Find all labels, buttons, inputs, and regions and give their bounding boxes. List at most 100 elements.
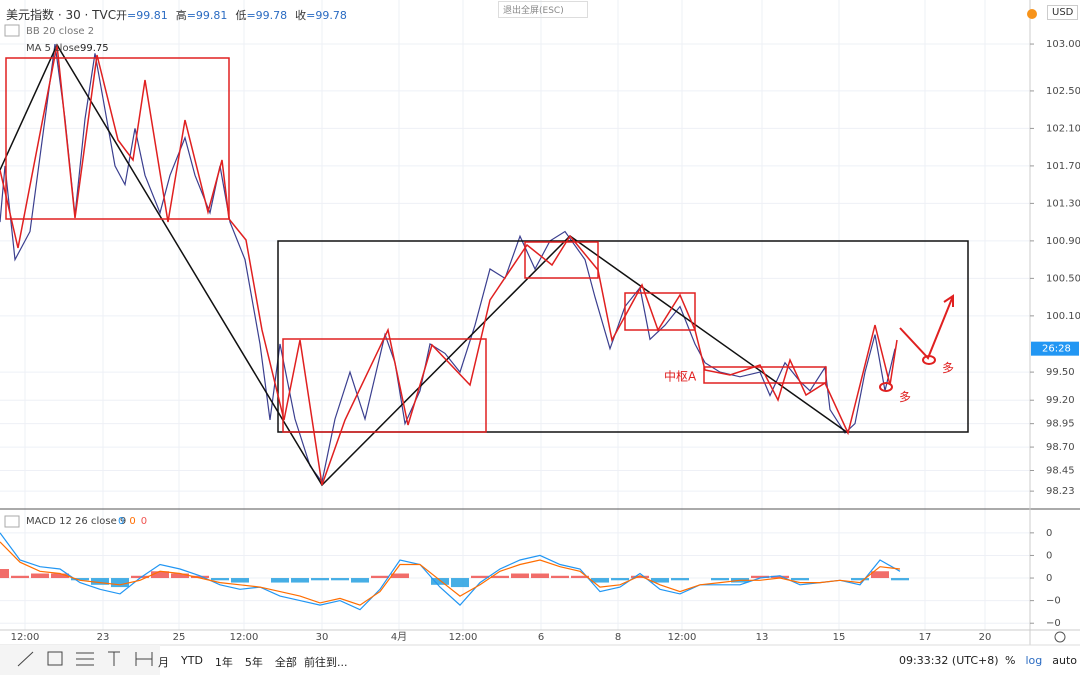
scale-option[interactable]: log — [1025, 654, 1043, 667]
countdown: 26:28 — [1042, 344, 1071, 355]
range-button[interactable]: 月 — [158, 656, 169, 669]
ohlc-item: 收=99.78 — [295, 7, 347, 23]
range-buttons: 月 YTD 1年 5年 全部 — [158, 654, 297, 670]
y-tick-label: 101.70 — [1046, 161, 1080, 172]
grid — [0, 0, 1030, 630]
histogram-bar — [751, 575, 769, 579]
y-tick-label: 103.00 — [1046, 39, 1080, 50]
histogram-bar — [491, 575, 509, 579]
histogram-bar — [91, 578, 109, 585]
ma-study: MA 5 close — [26, 43, 80, 54]
drawings — [0, 43, 969, 487]
histogram-bar — [551, 575, 569, 579]
ohlc: 开=99.81 高=99.81 低=99.78 收=99.78 — [116, 7, 347, 23]
x-tick-label: 4月 — [391, 631, 407, 643]
scale-options: % log auto — [1005, 654, 1077, 667]
annotation: 多 — [942, 361, 954, 375]
histogram-bar — [771, 575, 789, 579]
histogram-bar — [431, 578, 449, 585]
drawing-tools — [0, 645, 160, 675]
series-line — [0, 541, 901, 606]
histogram-bar — [331, 578, 349, 581]
y-tick-label: 98.23 — [1046, 486, 1075, 497]
tool-line[interactable] — [17, 651, 34, 667]
ma-value: 99.75 — [80, 43, 109, 54]
tool-rect[interactable] — [47, 651, 63, 666]
range-button[interactable]: 1年 — [214, 656, 233, 669]
y-tick-label: −0 — [1046, 618, 1061, 629]
axes: 103.00 102.50 102.10 101.70 101.30 100.90 100.… — [11, 39, 1080, 643]
y-tick-label: 101.30 — [1046, 198, 1080, 209]
annotation: 多 — [899, 390, 911, 404]
scale-option[interactable]: % — [1005, 654, 1016, 667]
histogram-bar — [391, 573, 409, 579]
x-tick-label: 20 — [979, 632, 992, 643]
y-tick-label: 0 — [1046, 573, 1052, 584]
tool-measure[interactable] — [135, 652, 153, 666]
x-tick-label: 12:00 — [668, 632, 697, 643]
range-button[interactable]: 全部 — [274, 656, 297, 669]
y-tick-label: 102.10 — [1046, 123, 1080, 134]
y-tick-label: 100.10 — [1046, 311, 1080, 322]
histogram-bar — [131, 575, 149, 579]
annotation: 中枢A — [664, 368, 697, 383]
settings-icon[interactable] — [1054, 631, 1066, 643]
y-tick-label: 98.45 — [1046, 466, 1075, 477]
histogram-bar — [211, 578, 229, 581]
histogram-bar — [231, 578, 249, 583]
range-button[interactable]: 5年 — [244, 656, 263, 669]
price-label-bg — [1031, 341, 1079, 356]
red-arrow — [899, 295, 954, 360]
range-button[interactable]: YTD — [181, 654, 203, 667]
histogram-bar — [651, 578, 669, 583]
histogram-bar — [711, 578, 729, 581]
macd-study: MACD 12 26 close 9 — [26, 516, 127, 527]
collapse-btn[interactable] — [4, 24, 20, 37]
ohlc-value: =99.78 — [306, 9, 347, 22]
clock: 09:33:32 (UTC+8) — [899, 654, 999, 667]
red-box — [624, 292, 696, 331]
histogram-bar — [271, 578, 289, 583]
red-circle — [922, 355, 936, 365]
bb-study: BB 20 close 2 — [26, 26, 95, 37]
tool-bg — [0, 645, 160, 675]
ohlc-item: 低=99.78 — [235, 7, 287, 23]
exit-fullscreen[interactable]: 退出全屏(ESC) — [498, 1, 588, 18]
histogram-bar — [631, 575, 649, 579]
ohlc-value: =99.78 — [246, 9, 288, 22]
histogram-bar — [0, 569, 9, 579]
x-tick-label: 25 — [173, 632, 186, 643]
y-tick-label: −0 — [1046, 596, 1061, 607]
tool-fib[interactable] — [76, 652, 94, 666]
goto[interactable]: 前往到... — [304, 656, 348, 669]
collapse-btn[interactable] — [4, 515, 20, 528]
y-tick-label: 100.90 — [1046, 236, 1080, 247]
x-tick-label: 8 — [615, 632, 621, 643]
black-box — [277, 240, 969, 433]
histogram-bar — [171, 573, 189, 579]
histogram-bar — [471, 575, 489, 579]
histogram-bar — [31, 573, 49, 579]
ohlc-item: 开=99.81 — [116, 7, 168, 23]
histogram-bar — [571, 575, 589, 579]
symbol: 美元指数 · 30 · TVC — [6, 8, 117, 22]
x-tick-label: 13 — [756, 632, 769, 643]
y-tick-label: 102.50 — [1046, 86, 1080, 97]
histogram-bar — [11, 575, 29, 579]
tool-text[interactable] — [108, 651, 120, 666]
x-tick-label: 12:00 — [449, 632, 478, 643]
histogram-bar — [371, 575, 389, 579]
histogram-bar — [671, 578, 689, 581]
x-tick-label: 12:00 — [230, 632, 259, 643]
currency[interactable]: USD — [1047, 5, 1079, 20]
alert-icon — [1027, 9, 1037, 19]
scale-option[interactable]: auto — [1052, 654, 1077, 667]
histogram-bar — [891, 578, 909, 581]
x-tick-label: 12:00 — [11, 632, 40, 643]
macd-value: 0 — [129, 516, 136, 527]
macd-value: 0 — [118, 516, 125, 527]
